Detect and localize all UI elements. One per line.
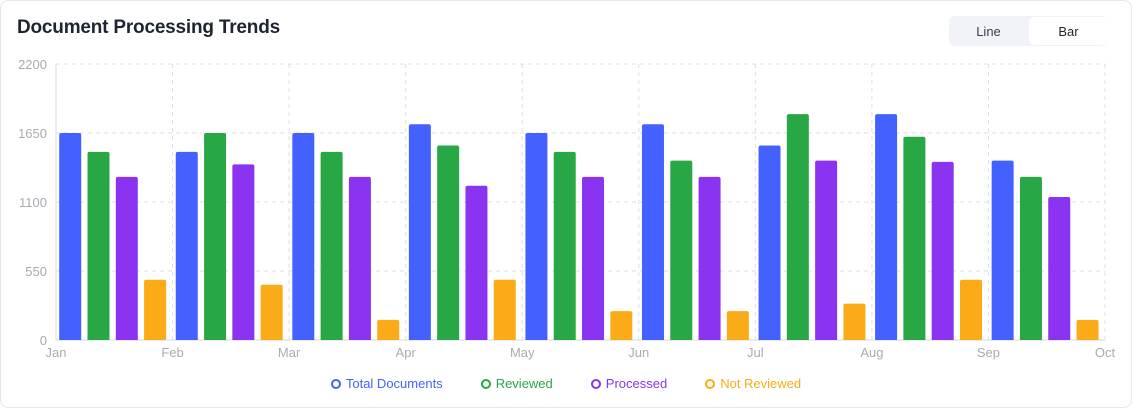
legend-circle-icon <box>590 378 601 389</box>
bar-reviewed[interactable] <box>204 133 227 340</box>
legend-circle-icon <box>705 378 716 389</box>
bar-total-documents[interactable] <box>292 133 315 340</box>
x-tick-label: Feb <box>161 345 183 360</box>
x-tick-label: Jul <box>747 345 764 360</box>
x-tick-label: Aug <box>860 345 883 360</box>
bar-reviewed[interactable] <box>320 151 343 340</box>
legend-item-reviewed[interactable]: Reviewed <box>480 376 553 391</box>
legend-label: Total Documents <box>345 376 443 391</box>
bar-processed[interactable] <box>815 160 838 340</box>
x-tick-label: Mar <box>278 345 301 360</box>
chart-legend: Total Documents Reviewed Processed Not Revi… <box>0 376 1132 391</box>
bar-not-reviewed[interactable] <box>726 311 749 340</box>
legend-item-processed[interactable]: Processed <box>590 376 668 391</box>
bar-processed[interactable] <box>348 176 371 340</box>
bar-reviewed[interactable] <box>903 136 926 340</box>
legend-circle-icon <box>330 378 341 389</box>
bar-reviewed[interactable] <box>1019 176 1042 340</box>
legend-label: Processed <box>605 376 668 391</box>
toggle-line-button[interactable]: Line <box>976 23 1001 39</box>
legend-label: Reviewed <box>495 376 553 391</box>
x-tick-label: Jan <box>46 345 67 360</box>
bar-reviewed[interactable] <box>786 114 809 340</box>
bar-reviewed[interactable] <box>553 151 576 340</box>
y-tick-label: 550 <box>25 264 47 279</box>
bar-reviewed[interactable] <box>437 145 460 340</box>
bar-total-documents[interactable] <box>875 114 898 340</box>
chart-title: Document Processing Trends <box>17 17 280 38</box>
bar-total-documents[interactable] <box>641 124 664 340</box>
y-tick-label: 1650 <box>18 126 47 141</box>
bar-total-documents[interactable] <box>175 151 198 340</box>
bar-processed[interactable] <box>582 176 605 340</box>
bar-processed[interactable] <box>115 176 138 340</box>
bar-reviewed[interactable] <box>87 151 110 340</box>
legend-item-total-documents[interactable]: Total Documents <box>330 376 443 391</box>
bar-total-documents[interactable] <box>59 133 82 340</box>
x-tick-label: May <box>510 345 535 360</box>
y-tick-label: 1100 <box>19 195 47 210</box>
bar-total-documents[interactable] <box>991 160 1014 340</box>
bar-total-documents[interactable] <box>758 145 781 340</box>
bar-not-reviewed[interactable] <box>260 284 283 340</box>
bar-not-reviewed[interactable] <box>493 279 516 340</box>
y-tick-label: 2200 <box>18 57 47 72</box>
legend-label: Not Reviewed <box>720 376 802 391</box>
bar-not-reviewed[interactable] <box>144 279 167 340</box>
bar-not-reviewed[interactable] <box>377 319 400 340</box>
x-tick-label: Sep <box>977 345 1000 360</box>
legend-circle-icon <box>480 378 491 389</box>
x-tick-label: Apr <box>396 345 417 360</box>
bar-not-reviewed[interactable] <box>843 303 866 340</box>
bar-processed[interactable] <box>1048 196 1071 340</box>
toggle-bar-button[interactable]: Bar <box>1029 17 1108 45</box>
y-tick-label: 0 <box>40 333 47 348</box>
x-tick-label: Oct <box>1095 345 1116 360</box>
bar-not-reviewed[interactable] <box>610 311 633 340</box>
x-tick-label: Jun <box>628 345 649 360</box>
bar-processed[interactable] <box>232 164 255 340</box>
bar-processed[interactable] <box>931 161 954 340</box>
legend-item-not-reviewed[interactable]: Not Reviewed <box>705 376 801 391</box>
bar-not-reviewed[interactable] <box>959 279 982 340</box>
chart-type-toggle: Line Bar <box>949 16 1108 46</box>
bar-not-reviewed[interactable] <box>1076 319 1099 340</box>
bar-total-documents[interactable] <box>525 133 548 340</box>
bar-processed[interactable] <box>698 176 721 340</box>
bar-processed[interactable] <box>465 185 488 340</box>
bar-reviewed[interactable] <box>670 160 693 340</box>
bar-total-documents[interactable] <box>408 124 431 340</box>
